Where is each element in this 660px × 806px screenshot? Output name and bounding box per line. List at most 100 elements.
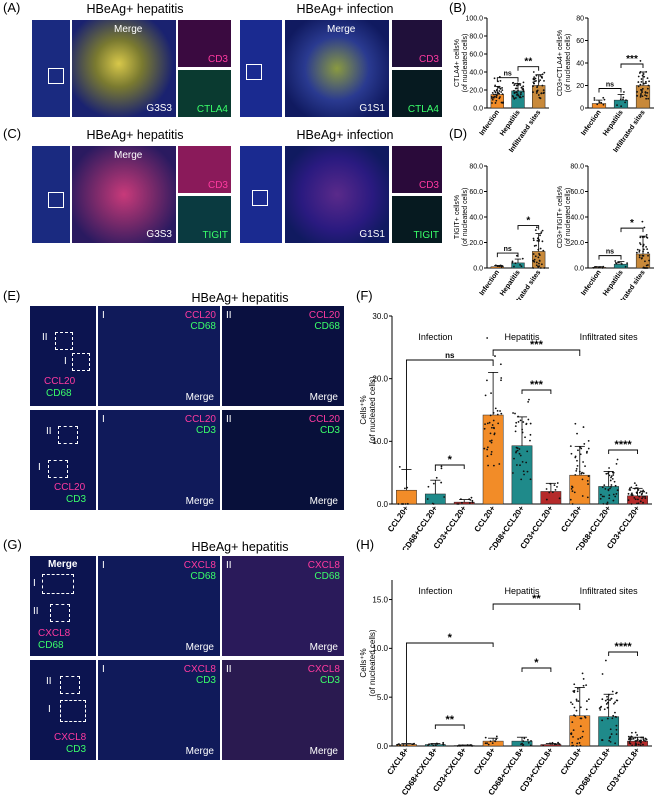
data-point — [517, 83, 520, 86]
merge-label: Merge — [185, 496, 214, 507]
data-point — [554, 488, 557, 491]
data-point — [493, 432, 496, 435]
data-point — [529, 433, 532, 436]
data-point — [601, 267, 604, 269]
data-point — [402, 744, 405, 746]
significance-bracket — [620, 63, 644, 68]
y-tick-label: 80.0 — [469, 163, 483, 170]
data-point — [533, 245, 536, 247]
panel-c-title-right: HBeAg+ infection — [296, 128, 394, 142]
data-point — [529, 439, 531, 442]
data-point — [614, 261, 617, 264]
data-point — [491, 102, 493, 104]
data-point — [486, 455, 489, 458]
data-point — [494, 91, 497, 94]
data-point — [639, 741, 642, 744]
cd68-label: CD68 — [314, 321, 340, 332]
data-point — [494, 740, 496, 742]
data-point — [404, 503, 407, 505]
data-point — [609, 479, 612, 482]
significance-bracket — [492, 603, 581, 610]
data-point — [483, 427, 486, 430]
data-point — [435, 476, 438, 479]
data-point — [642, 501, 644, 504]
data-point — [513, 89, 515, 92]
panel-e-zoom1-row2: I CCL20 CD3 Merge — [98, 410, 220, 510]
significance-bracket — [434, 724, 465, 729]
data-point — [630, 503, 633, 505]
significance-label: *** — [626, 54, 638, 65]
data-point — [574, 473, 577, 476]
data-point — [610, 476, 612, 479]
data-point — [605, 472, 608, 475]
data-point — [638, 250, 641, 253]
data-point — [627, 492, 630, 495]
data-point — [489, 440, 491, 442]
data-point — [575, 745, 578, 747]
merge-label: Merge — [309, 496, 338, 507]
data-point — [644, 94, 646, 97]
data-point — [629, 737, 632, 740]
data-point — [602, 503, 605, 505]
chart-b1: 0.0 20.0 40.0 60.0 80.0 100.0 CTLA4+ cells% (of… — [454, 15, 549, 154]
data-point — [548, 491, 551, 494]
data-point — [522, 740, 525, 743]
tigit-label: TIGIT — [202, 230, 228, 241]
data-point — [641, 87, 644, 90]
data-point — [493, 95, 496, 98]
data-point — [494, 264, 497, 267]
data-point — [496, 265, 499, 268]
data-point — [535, 80, 537, 82]
data-point — [457, 503, 460, 505]
data-point — [640, 89, 643, 91]
significance-bracket — [496, 77, 519, 82]
data-point — [635, 251, 638, 254]
cd3-label: CD3 — [195, 675, 216, 686]
data-point — [521, 257, 524, 260]
data-point — [492, 411, 495, 414]
data-point — [581, 478, 584, 481]
data-point — [608, 467, 610, 469]
data-point — [535, 74, 538, 77]
significance-label: ** — [445, 714, 454, 726]
data-point — [532, 239, 535, 242]
data-point — [490, 439, 493, 442]
data-point — [608, 497, 611, 500]
data-point — [631, 738, 633, 740]
data-point — [522, 81, 525, 84]
data-point — [553, 484, 556, 487]
y-tick-label: 40.0 — [570, 214, 584, 221]
data-point — [633, 482, 636, 484]
data-point — [551, 491, 554, 494]
chart-h: 0.0 5.0 10.0 15.0 Cells⁺% (of nucleated cells… — [359, 580, 652, 797]
roi-box-1 — [60, 700, 86, 722]
data-point — [624, 101, 627, 104]
data-point — [627, 735, 630, 738]
significance-label: *** — [530, 339, 544, 351]
cd68-label: CD68 — [314, 571, 340, 582]
data-point — [592, 266, 595, 269]
data-point — [641, 220, 644, 223]
data-point — [582, 472, 585, 475]
data-point — [634, 744, 637, 747]
x-tick-label: CCL20+ — [473, 504, 498, 534]
data-point — [593, 97, 596, 99]
data-point — [524, 436, 526, 439]
data-point — [635, 484, 638, 487]
significance-label: ns — [504, 71, 512, 78]
data-point — [647, 251, 649, 254]
data-point — [602, 96, 605, 99]
data-point — [576, 432, 578, 435]
data-point — [532, 85, 535, 88]
y-axis-label: (of nucleated cells) — [368, 376, 377, 443]
significance-label: *** — [530, 379, 544, 391]
data-point — [515, 464, 518, 466]
bar — [482, 414, 504, 505]
data-point — [556, 486, 558, 488]
data-point — [495, 99, 498, 102]
data-point — [638, 495, 641, 498]
data-point — [582, 461, 585, 463]
bar — [532, 85, 546, 109]
data-point — [583, 443, 586, 445]
data-point — [614, 701, 616, 704]
